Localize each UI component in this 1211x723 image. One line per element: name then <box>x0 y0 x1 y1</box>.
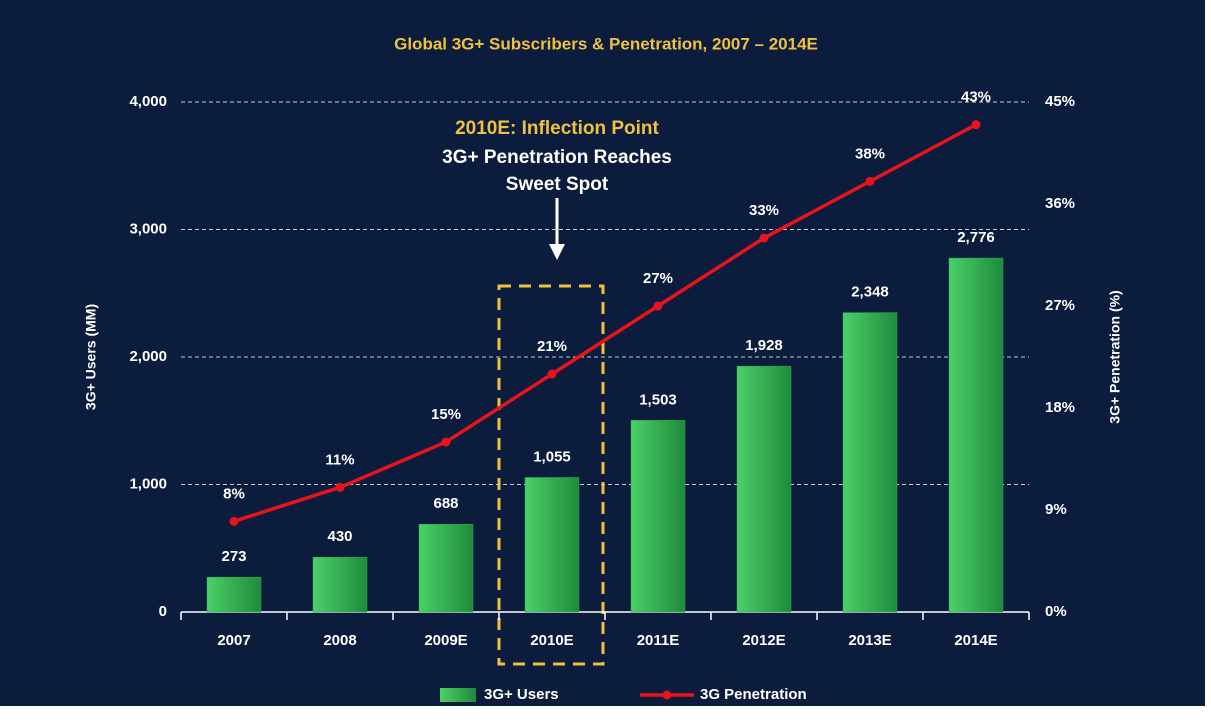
data-label: 11% <box>325 451 354 468</box>
point <box>971 120 981 130</box>
legend-swatch <box>440 688 476 702</box>
point <box>865 176 875 186</box>
data-label: 15% <box>431 406 461 423</box>
data-label: 1,503 <box>639 391 677 408</box>
y2-tick-label: 18% <box>1045 399 1075 416</box>
data-label: 1,055 <box>533 448 571 465</box>
data-label: 2,348 <box>851 284 889 301</box>
y-axis-label: 3G+ Users (MM) <box>83 304 99 410</box>
y2-tick-label: 27% <box>1045 297 1075 314</box>
bar <box>948 257 1004 613</box>
data-label: 43% <box>961 89 991 106</box>
chart-title: Global 3G+ Subscribers & Penetration, 20… <box>394 34 818 53</box>
data-label: 21% <box>537 338 567 355</box>
y-tick-label: 0 <box>159 603 167 620</box>
y2-axis-label: 3G+ Penetration (%) <box>1107 290 1123 423</box>
y-tick-label: 3,000 <box>129 220 167 237</box>
y2-tick-label: 9% <box>1045 501 1067 518</box>
data-label: 688 <box>433 495 458 512</box>
bar <box>842 312 898 613</box>
data-label: 8% <box>223 485 245 502</box>
arrow-head <box>549 244 565 260</box>
legend-label: 3G Penetration <box>700 686 807 703</box>
annotation: 2010E: Inflection Point <box>455 118 659 139</box>
bar <box>736 365 792 613</box>
legend-swatch <box>662 690 672 700</box>
bar <box>630 420 686 613</box>
bar <box>206 576 262 613</box>
point <box>653 301 663 311</box>
y-tick-label: 2,000 <box>129 348 167 365</box>
data-label: 273 <box>221 548 246 565</box>
x-tick-label: 2007 <box>217 632 250 649</box>
bar <box>524 477 580 613</box>
annotation: 3G+ Penetration Reaches <box>442 147 672 168</box>
point <box>229 516 239 526</box>
annotation: Sweet Spot <box>506 174 609 195</box>
line <box>233 123 977 523</box>
data-label: 38% <box>855 145 885 162</box>
x-tick-label: 2012E <box>742 632 785 649</box>
y2-tick-label: 36% <box>1045 195 1075 212</box>
bar <box>312 556 368 613</box>
data-label: 1,928 <box>745 337 783 354</box>
data-label: 27% <box>643 270 673 287</box>
data-label: 430 <box>327 528 352 545</box>
bar <box>418 524 474 613</box>
x-tick-label: 2010E <box>530 632 573 649</box>
legend-label: 3G+ Users <box>484 686 559 703</box>
y-tick-label: 1,000 <box>129 475 167 492</box>
point <box>441 437 451 447</box>
data-label: 2,776 <box>957 229 995 246</box>
point <box>335 482 345 492</box>
x-tick-label: 2008 <box>323 632 356 649</box>
highlight-box <box>497 284 605 666</box>
x-tick-label: 2014E <box>954 632 997 649</box>
y-tick-label: 4,000 <box>129 93 167 110</box>
x-tick-label: 2011E <box>637 632 680 649</box>
data-label: 33% <box>749 202 779 219</box>
y2-tick-label: 0% <box>1045 603 1067 620</box>
x-tick-label: 2009E <box>424 632 467 649</box>
x-tick-label: 2013E <box>848 632 891 649</box>
point <box>547 369 557 379</box>
point <box>759 233 769 243</box>
y2-tick-label: 45% <box>1045 93 1075 110</box>
